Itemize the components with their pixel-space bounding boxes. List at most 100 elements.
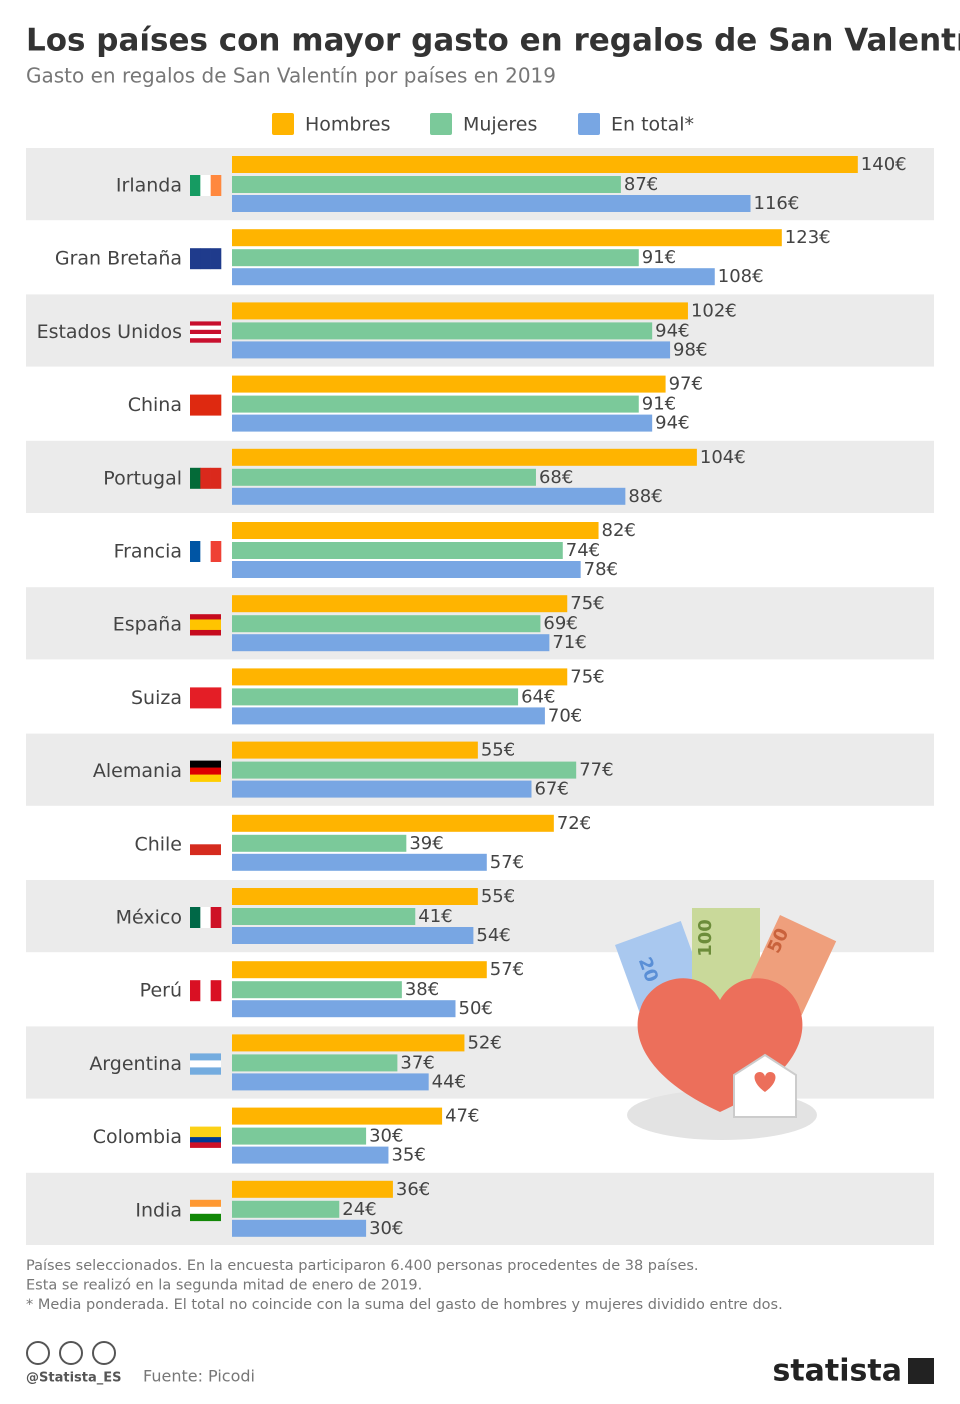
bar (232, 1180, 393, 1198)
bar (232, 1146, 389, 1164)
legend-label: Mujeres (463, 114, 537, 136)
bar (232, 707, 545, 725)
value-label: 140€ (861, 154, 907, 175)
value-label: 35€ (391, 1145, 425, 1166)
bar (232, 741, 478, 759)
flag (190, 1060, 221, 1068)
footnote: Esta se realizó en la segunda mitad de e… (26, 1278, 422, 1294)
value-label: 24€ (342, 1199, 376, 1220)
chart-title: Los países con mayor gasto en regalos de… (26, 23, 960, 59)
footnote: * Media ponderada. El total no coincide … (26, 1297, 783, 1313)
flag (210, 541, 222, 562)
flag (200, 467, 211, 489)
flag (190, 629, 221, 636)
bar (232, 341, 671, 359)
bar (232, 176, 621, 193)
flag (200, 541, 211, 562)
flag (210, 907, 222, 928)
flag (210, 980, 222, 1002)
flag (190, 329, 221, 335)
flag (190, 1131, 221, 1138)
value-label: 104€ (700, 447, 746, 468)
value-label: 75€ (570, 666, 604, 687)
bar (232, 487, 626, 505)
value-label: 74€ (566, 540, 600, 561)
row-band (26, 1172, 934, 1245)
legend-swatch (430, 113, 452, 135)
note-label: 100 (695, 919, 716, 957)
value-label: 30€ (369, 1126, 403, 1147)
value-label: 97€ (669, 374, 703, 395)
flag (190, 321, 221, 326)
y-tick-label: Alemania (93, 760, 182, 782)
bar (232, 888, 478, 905)
value-label: 50€ (459, 998, 493, 1019)
bar (232, 908, 416, 925)
bar (232, 1034, 465, 1052)
value-label: 94€ (655, 320, 689, 341)
footnotes: Países seleccionados. En la encuesta par… (26, 1258, 783, 1313)
bar (232, 156, 858, 173)
bar (232, 981, 402, 999)
bar (232, 268, 715, 286)
flag (190, 1199, 221, 1208)
value-label: 38€ (405, 979, 439, 1000)
value-label: 44€ (432, 1071, 466, 1092)
value-label: 68€ (539, 467, 573, 488)
icon (92, 1341, 116, 1365)
flag (190, 624, 221, 631)
value-label: 57€ (490, 852, 524, 873)
icon (59, 1341, 83, 1365)
value-label: 87€ (624, 174, 658, 195)
bar (232, 542, 563, 559)
flag (200, 980, 211, 1002)
value-label: 39€ (409, 833, 443, 854)
envelope-heart (754, 1072, 776, 1092)
bar (232, 561, 581, 578)
flag (200, 907, 211, 928)
value-label: 41€ (418, 906, 452, 927)
y-tick-label: Gran Bretaña (55, 248, 182, 270)
value-label: 54€ (476, 925, 510, 946)
value-label: 77€ (579, 760, 613, 781)
value-label: 82€ (602, 520, 636, 541)
flag (190, 844, 221, 856)
flag (190, 619, 221, 625)
flag (190, 1067, 221, 1075)
bar (232, 780, 532, 798)
flag (190, 175, 201, 196)
bar (232, 1054, 398, 1072)
cc-icons (26, 1341, 116, 1365)
bar (232, 302, 688, 320)
chart-subtitle: Gasto en regalos de San Valentín por paí… (26, 64, 556, 88)
illustration: 20 100 50 (615, 908, 837, 1140)
value-label: 116€ (754, 193, 800, 214)
value-label: 36€ (396, 1179, 430, 1200)
bar (232, 595, 568, 613)
value-label: 72€ (557, 813, 591, 834)
bar (232, 853, 487, 871)
flag (210, 248, 222, 270)
y-tick-label: México (116, 907, 182, 929)
value-label: 102€ (691, 300, 737, 321)
flag (190, 614, 221, 620)
footnote: Países seleccionados. En la encuesta par… (26, 1258, 699, 1274)
value-label: 64€ (521, 686, 555, 707)
flag (190, 833, 221, 845)
flag (190, 1137, 221, 1143)
value-label: 91€ (642, 247, 676, 268)
bar (232, 615, 541, 633)
brand: statista (772, 1354, 902, 1389)
y-tick-label: España (113, 614, 182, 636)
bar (232, 668, 568, 686)
value-label: 78€ (584, 559, 618, 580)
y-tick-label: Suiza (131, 687, 182, 709)
bar (232, 1073, 429, 1091)
flag (210, 467, 222, 489)
bar (232, 195, 751, 212)
flag (190, 334, 221, 339)
value-label: 52€ (467, 1032, 501, 1053)
flag (190, 760, 221, 768)
bar (232, 634, 550, 652)
value-label: 91€ (642, 394, 676, 415)
